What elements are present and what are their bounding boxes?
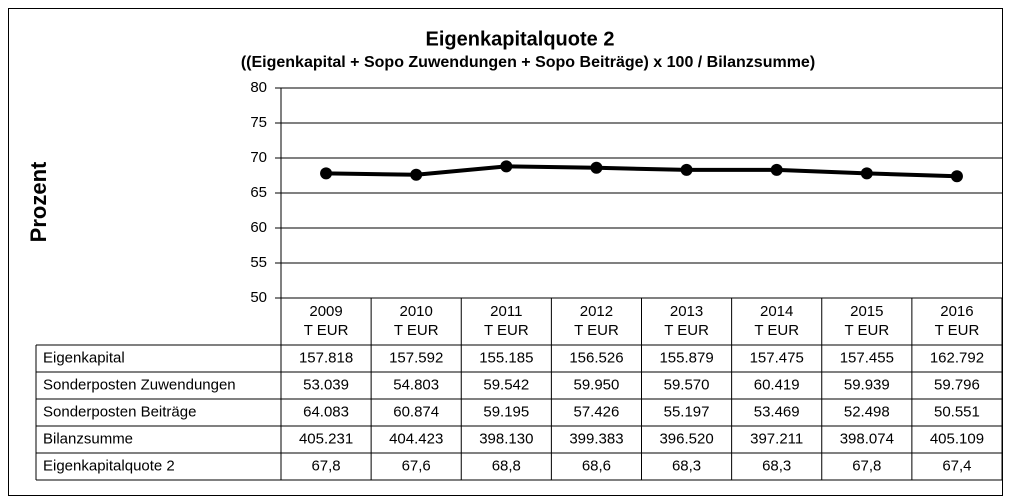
table-cell: 59.195 [483,403,529,420]
table-cell: 155.185 [479,349,533,366]
chart-border [8,8,1003,496]
x-tick-label: 2010 [400,303,433,320]
table-cell: 60.419 [754,376,800,393]
x-tick-unit: T EUR [394,322,439,339]
table-cell: 404.423 [389,430,443,447]
table-cell: 50.551 [934,403,980,420]
table-cell: 396.520 [659,430,713,447]
table-cell: 59.542 [483,376,529,393]
marker [410,168,423,181]
x-tick-label: 2014 [760,303,793,320]
x-tick-unit: T EUR [754,322,799,339]
x-tick-unit: T EUR [484,322,529,339]
table-cell: 68,3 [762,457,791,474]
table-cell: 67,4 [942,457,971,474]
table-cell: 53.039 [303,376,349,393]
x-tick-unit: T EUR [664,322,709,339]
x-tick-label: 2011 [490,303,522,320]
y-tick-label: 65 [250,184,267,201]
series-line [326,164,957,179]
y-tick-label: 50 [250,289,267,306]
table-cell: 55.197 [664,403,710,420]
x-tick-label: 2016 [940,303,973,320]
table-cell: 59.939 [844,376,890,393]
table-cell: 399.383 [569,430,623,447]
chart-title: Eigenkapitalquote 2 [426,28,615,50]
y-tick-label: 70 [250,149,267,166]
marker [680,163,693,176]
row-label: Sonderposten Beiträge [43,403,196,420]
marker [320,167,333,180]
table-cell: 54.803 [393,376,439,393]
table-cell: 405.109 [930,430,984,447]
table-cell: 59.796 [934,376,980,393]
x-tick-label: 2012 [580,303,613,320]
table-cell: 52.498 [844,403,890,420]
x-tick-unit: T EUR [844,322,889,339]
table-cell: 157.455 [840,349,894,366]
table-cell: 67,8 [852,457,881,474]
y-tick-label: 55 [250,254,267,271]
marker [950,170,963,183]
x-tick-unit: T EUR [304,322,349,339]
x-tick-unit: T EUR [935,322,980,339]
row-label: Sonderposten Zuwendungen [43,376,236,393]
table-cell: 398.074 [840,430,894,447]
y-tick-label: 80 [250,79,267,96]
x-tick-label: 2013 [670,303,703,320]
table-cell: 397.211 [750,430,803,447]
x-tick-label: 2009 [309,303,342,320]
table-cell: 57.426 [573,403,619,420]
x-tick-unit: T EUR [574,322,619,339]
table-cell: 155.879 [659,349,713,366]
y-axis-label: Prozent [26,161,51,242]
chart-subtitle: ((Eigenkapital + Sopo Zuwendungen + Sopo… [241,54,815,71]
row-label: Eigenkapitalquote 2 [43,457,175,474]
table-cell: 59.950 [573,376,619,393]
table-cell: 67,6 [402,457,431,474]
table-cell: 157.475 [750,349,804,366]
marker [770,163,783,176]
table-cell: 156.526 [569,349,623,366]
table-cell: 68,8 [492,457,521,474]
table-cell: 405.231 [299,430,353,447]
table-cell: 162.792 [930,349,984,366]
table-cell: 398.130 [479,430,533,447]
marker [860,167,873,180]
y-tick-label: 60 [250,219,267,236]
marker [590,161,603,174]
marker [500,160,513,173]
table-cell: 68,3 [672,457,701,474]
table-cell: 157.592 [389,349,443,366]
table-cell: 67,8 [311,457,340,474]
y-tick-label: 75 [250,114,267,131]
table-cell: 60.874 [393,403,439,420]
table-cell: 59.570 [664,376,710,393]
table-cell: 53.469 [754,403,800,420]
row-label: Eigenkapital [43,349,125,366]
x-tick-label: 2015 [850,303,883,320]
row-label: Bilanzsumme [43,430,133,447]
table-cell: 64.083 [303,403,349,420]
table-cell: 157.818 [299,349,353,366]
table-cell: 68,6 [582,457,611,474]
